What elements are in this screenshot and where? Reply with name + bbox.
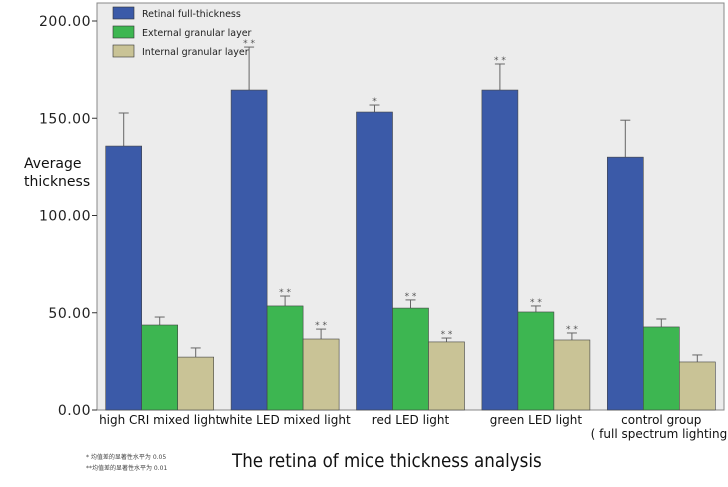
bar [230, 89, 268, 411]
bar [606, 156, 644, 411]
legend-label: Retinal full-thickness [142, 9, 241, 20]
x-tick-label: red LED light [372, 413, 450, 427]
y-tick-label: 100.00 [39, 209, 91, 225]
y-tick-label: 200.00 [39, 14, 91, 30]
bar [678, 361, 716, 411]
x-tick-label: high CRI mixed light [99, 413, 221, 427]
legend-swatch [112, 6, 135, 20]
bar [481, 89, 519, 411]
legend-label: External granular layer [142, 28, 252, 39]
footnote-1: * 均值差的显著性水平为 0.05 [86, 454, 167, 461]
bar [266, 305, 304, 411]
legend-swatch [112, 25, 135, 39]
bar [517, 311, 555, 411]
significance-mark: * * [279, 288, 291, 298]
y-tick-label: 0.00 [58, 403, 91, 419]
significance-mark: * * [530, 298, 542, 308]
significance-mark: * * [494, 56, 506, 66]
y-tick-label: 150.00 [39, 111, 91, 127]
legend-swatch [112, 44, 135, 58]
y-tick-label: 50.00 [48, 306, 91, 322]
bar [553, 339, 591, 411]
significance-mark: * * [566, 325, 578, 335]
bar [642, 326, 680, 411]
bar [302, 338, 340, 411]
x-tick-label: white LED mixed light [220, 413, 351, 427]
x-tick-label: green LED light [490, 413, 583, 427]
y-axis-label: Average thickness [24, 156, 91, 190]
bar [356, 111, 393, 411]
bar [141, 324, 178, 411]
legend-label: Internal granular layer [142, 47, 249, 58]
significance-mark: * * [441, 330, 453, 340]
footnote-2: **均值差的显著性水平为 0.01 [86, 465, 168, 472]
chart-title: The retina of mice thickness analysis [232, 450, 542, 472]
significance-mark: * * [315, 321, 327, 331]
bar [428, 341, 465, 411]
significance-mark: * [372, 97, 377, 107]
significance-mark: * * [243, 39, 255, 49]
significance-mark: * * [405, 292, 417, 302]
x-tick-label: control group [621, 413, 701, 427]
bar [177, 356, 214, 411]
x-tick-label: ( full spectrum lighting) [591, 427, 728, 441]
bar [105, 145, 142, 411]
bar [392, 307, 429, 411]
